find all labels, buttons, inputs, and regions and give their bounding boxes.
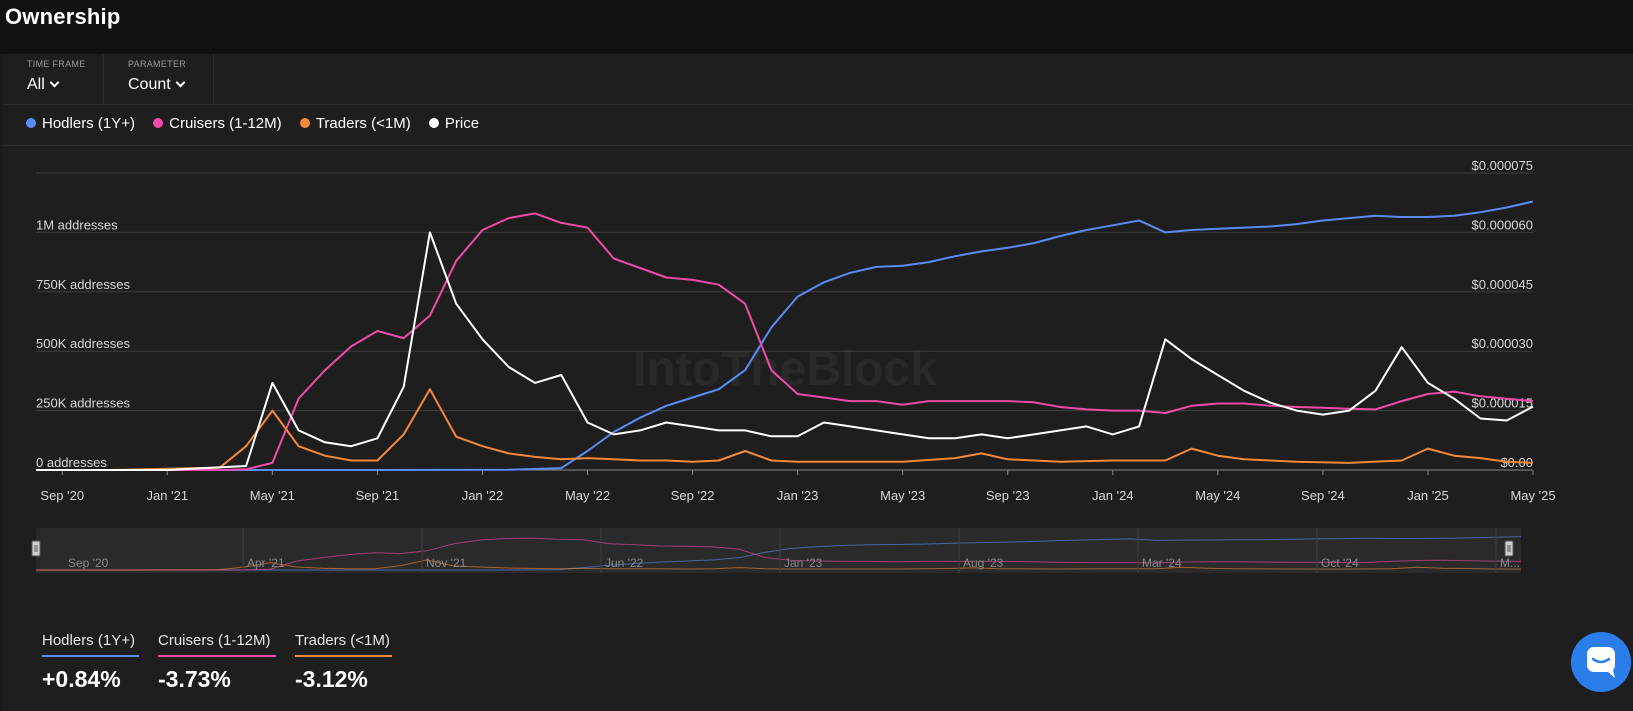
navigator-label: Mar '24	[1142, 556, 1182, 570]
navigator-handle-right[interactable]	[1504, 540, 1514, 557]
navigator-label: M...	[1500, 556, 1520, 570]
navigator-label: Sep '20	[68, 556, 109, 570]
stat-value: +0.84%	[42, 666, 121, 692]
navigator-series-line	[36, 536, 1522, 571]
legend-label: Cruisers (1-12M)	[169, 115, 282, 132]
x-tick-label: May '23	[880, 488, 925, 503]
stat-hodlers: Hodlers (1Y+) +0.84%	[42, 632, 162, 693]
stat-value: -3.12%	[295, 666, 368, 692]
title-bar: Ownership	[0, 0, 1633, 54]
y-right-tick-label: $0.000075	[1472, 158, 1533, 173]
x-tick-label: Sep '21	[356, 488, 400, 503]
time-frame-value[interactable]: All	[27, 76, 60, 94]
navigator-label: Nov '21	[426, 556, 467, 570]
chart-panel	[3, 54, 1633, 711]
chart-legend: Hodlers (1Y+) Cruisers (1-12M) Traders (…	[26, 115, 493, 137]
legend-label: Price	[444, 115, 480, 132]
legend-dot	[153, 118, 164, 128]
navigator-label: Jun '22	[605, 556, 644, 570]
x-tick-label: Jan '21	[147, 488, 189, 503]
y-left-tick-label: 750K addresses	[36, 277, 130, 292]
legend-label: Hodlers (1Y+)	[42, 115, 135, 132]
stat-underline	[158, 655, 276, 657]
legend-item-traders[interactable]: Traders (<1M)	[299, 115, 411, 132]
y-left-tick-label: 500K addresses	[36, 336, 130, 351]
stat-label: Cruisers (1-12M)	[158, 632, 271, 649]
time-frame-select[interactable]: TIME FRAME All	[3, 54, 104, 105]
stat-traders: Traders (<1M) -3.12%	[295, 632, 415, 693]
x-tick-label: Jan '23	[777, 488, 819, 503]
x-tick-label: May '24	[1195, 488, 1240, 503]
x-tick-label: Sep '24	[1301, 488, 1345, 503]
parameter-value[interactable]: Count	[128, 76, 186, 94]
y-right-tick-label: $0.000030	[1472, 336, 1533, 351]
navigator-series-line	[36, 559, 1522, 571]
time-frame-label: TIME FRAME	[27, 59, 86, 69]
series-line-hodlers	[36, 200, 1534, 471]
chat-button[interactable]	[1571, 632, 1631, 692]
stat-underline	[295, 655, 392, 657]
series-line-price	[36, 231, 1534, 471]
navigator-label: Apr '21	[247, 556, 285, 570]
y-left-tick-label: 1M addresses	[36, 217, 118, 232]
legend-dot	[428, 118, 439, 128]
x-tick-label: Jan '24	[1092, 488, 1134, 503]
y-right-tick-label: $0.000060	[1472, 217, 1533, 232]
legend-dot	[299, 118, 310, 128]
page-title: Ownership	[5, 4, 121, 29]
stat-label: Hodlers (1Y+)	[42, 632, 135, 649]
parameter-select[interactable]: PARAMETER Count	[104, 54, 214, 105]
x-tick-label: Sep '20	[40, 488, 84, 503]
navigator-handle-left[interactable]	[31, 540, 41, 557]
stat-value: -3.73%	[158, 666, 231, 692]
divider	[3, 145, 1633, 146]
parameter-label: PARAMETER	[128, 59, 187, 69]
navigator-series-line	[36, 537, 1522, 571]
x-tick-label: Sep '22	[671, 488, 715, 503]
parameter-text: Count	[128, 76, 171, 93]
legend-item-cruisers[interactable]: Cruisers (1-12M)	[153, 115, 282, 132]
series-line-cruisers	[36, 212, 1534, 471]
y-left-tick-label: 0 addresses	[36, 455, 107, 470]
y-right-tick-label: $0.000045	[1472, 277, 1533, 292]
chat-icon	[1587, 647, 1615, 678]
legend-dot	[26, 118, 36, 128]
legend-item-price[interactable]: Price	[428, 115, 480, 132]
navigator-label: Jan '23	[784, 556, 823, 570]
x-tick-label: Jan '25	[1407, 488, 1449, 503]
controls-bar: TIME FRAME All PARAMETER Count	[3, 54, 1633, 105]
watermark-logo: IntoTheBlock	[633, 343, 937, 396]
x-tick-label: May '25	[1510, 488, 1555, 503]
legend-label: Traders (<1M)	[315, 115, 411, 132]
navigator-label: Oct '24	[1321, 556, 1359, 570]
stat-label: Traders (<1M)	[295, 632, 390, 649]
stat-underline	[42, 655, 139, 657]
navigator-label: Aug '23	[963, 556, 1004, 570]
series-line-traders	[36, 388, 1534, 471]
stat-cruisers: Cruisers (1-12M) -3.73%	[158, 632, 278, 693]
time-frame-text: All	[27, 76, 45, 93]
x-tick-label: Sep '23	[986, 488, 1030, 503]
x-tick-label: May '21	[250, 488, 295, 503]
legend-item-hodlers[interactable]: Hodlers (1Y+)	[26, 115, 135, 132]
y-left-tick-label: 250K addresses	[36, 396, 130, 411]
x-tick-label: May '22	[565, 488, 610, 503]
x-tick-label: Jan '22	[462, 488, 504, 503]
